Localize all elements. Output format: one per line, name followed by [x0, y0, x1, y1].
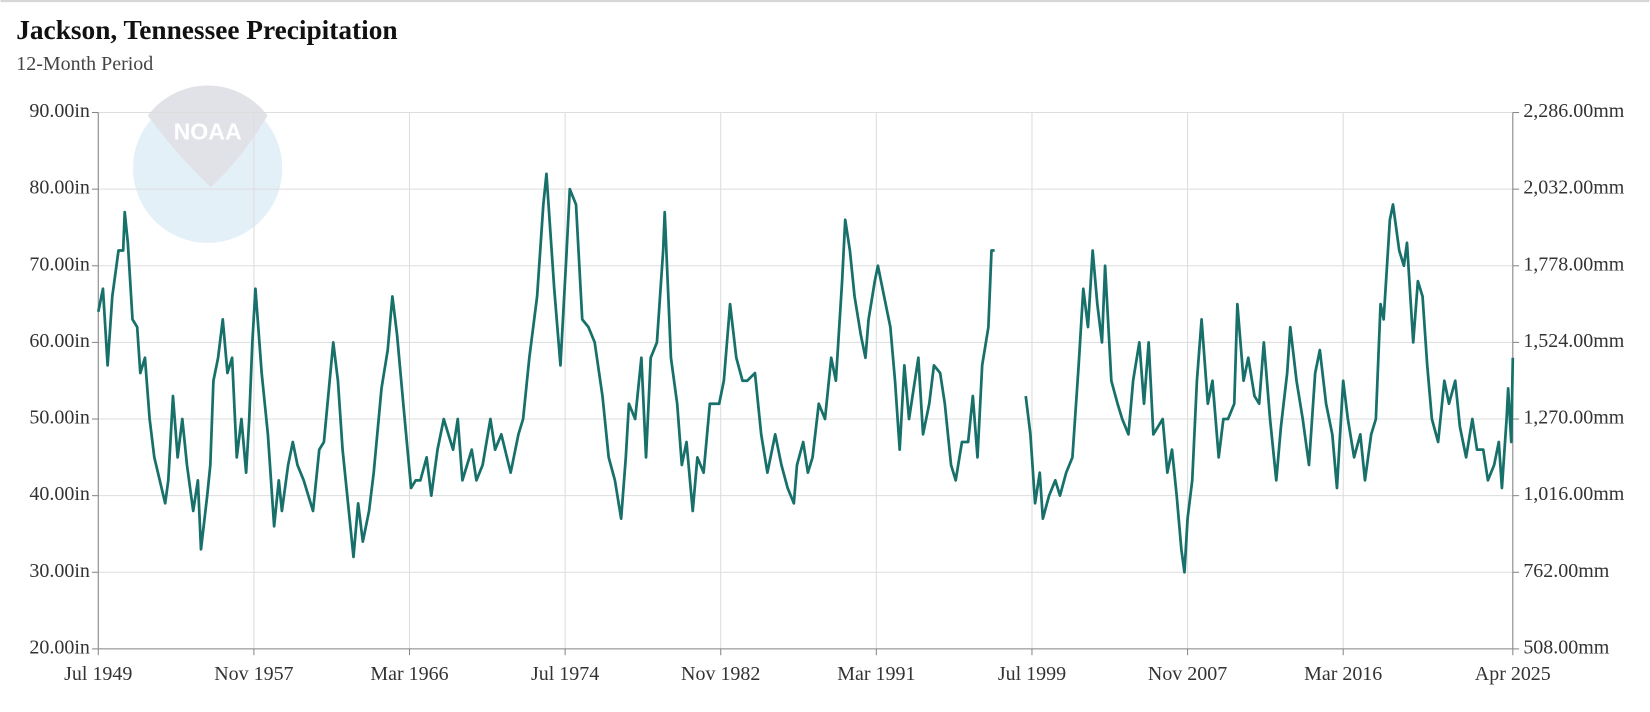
- y2-tick-label: 1,524.00mm: [1523, 330, 1624, 352]
- y2-tick-label: 2,286.00mm: [1523, 100, 1624, 122]
- x-tick-label: Jul 1949: [64, 663, 132, 685]
- x-tick-label: Mar 2016: [1304, 663, 1382, 685]
- grid: [97, 112, 1514, 650]
- y-tick-label: 20.00in: [29, 636, 89, 658]
- y2-tick-label: 1,270.00mm: [1523, 407, 1624, 429]
- y2-tick-label: 2,032.00mm: [1523, 177, 1624, 199]
- x-tick-label: Apr 2025: [1475, 663, 1551, 685]
- y-tick-label: 60.00in: [29, 330, 89, 352]
- x-tick-label: Nov 2007: [1148, 663, 1227, 685]
- x-tick-label: Jul 1974: [531, 663, 599, 685]
- x-tick-label: Jul 1999: [998, 663, 1066, 685]
- y-tick-label: 80.00in: [29, 177, 89, 199]
- y-tick-label: 90.00in: [29, 100, 89, 122]
- y-tick-label: 40.00in: [29, 483, 89, 505]
- chart-title: Jackson, Tennessee Precipitation: [16, 15, 397, 45]
- logo-bird: [147, 85, 268, 188]
- y2-tick-label: 1,016.00mm: [1523, 483, 1624, 505]
- logo-text: NOAA: [174, 119, 242, 145]
- x-tick-label: Mar 1966: [370, 663, 448, 685]
- x-tick-label: Nov 1982: [681, 663, 760, 685]
- y2-tick-label: 762.00mm: [1523, 560, 1609, 582]
- y-tick-label: 50.00in: [29, 407, 89, 429]
- x-tick-label: Nov 1957: [214, 663, 293, 685]
- y-tick-label: 30.00in: [29, 560, 89, 582]
- axes: 90.00in 80.00in 70.00in 60.00in 50.00in 40.00…: [29, 100, 1624, 685]
- y2-tick-label: 508.00mm: [1523, 636, 1609, 658]
- y-tick-label: 70.00in: [29, 253, 89, 275]
- y2-tick-label: 1,778.00mm: [1523, 253, 1624, 275]
- data-line: [96, 172, 1515, 574]
- marks: [96, 172, 1515, 574]
- x-tick-label: Mar 1991: [837, 663, 915, 685]
- watermark-logo: NOAA: [132, 85, 283, 243]
- chart-subtitle: 12-Month Period: [16, 53, 153, 75]
